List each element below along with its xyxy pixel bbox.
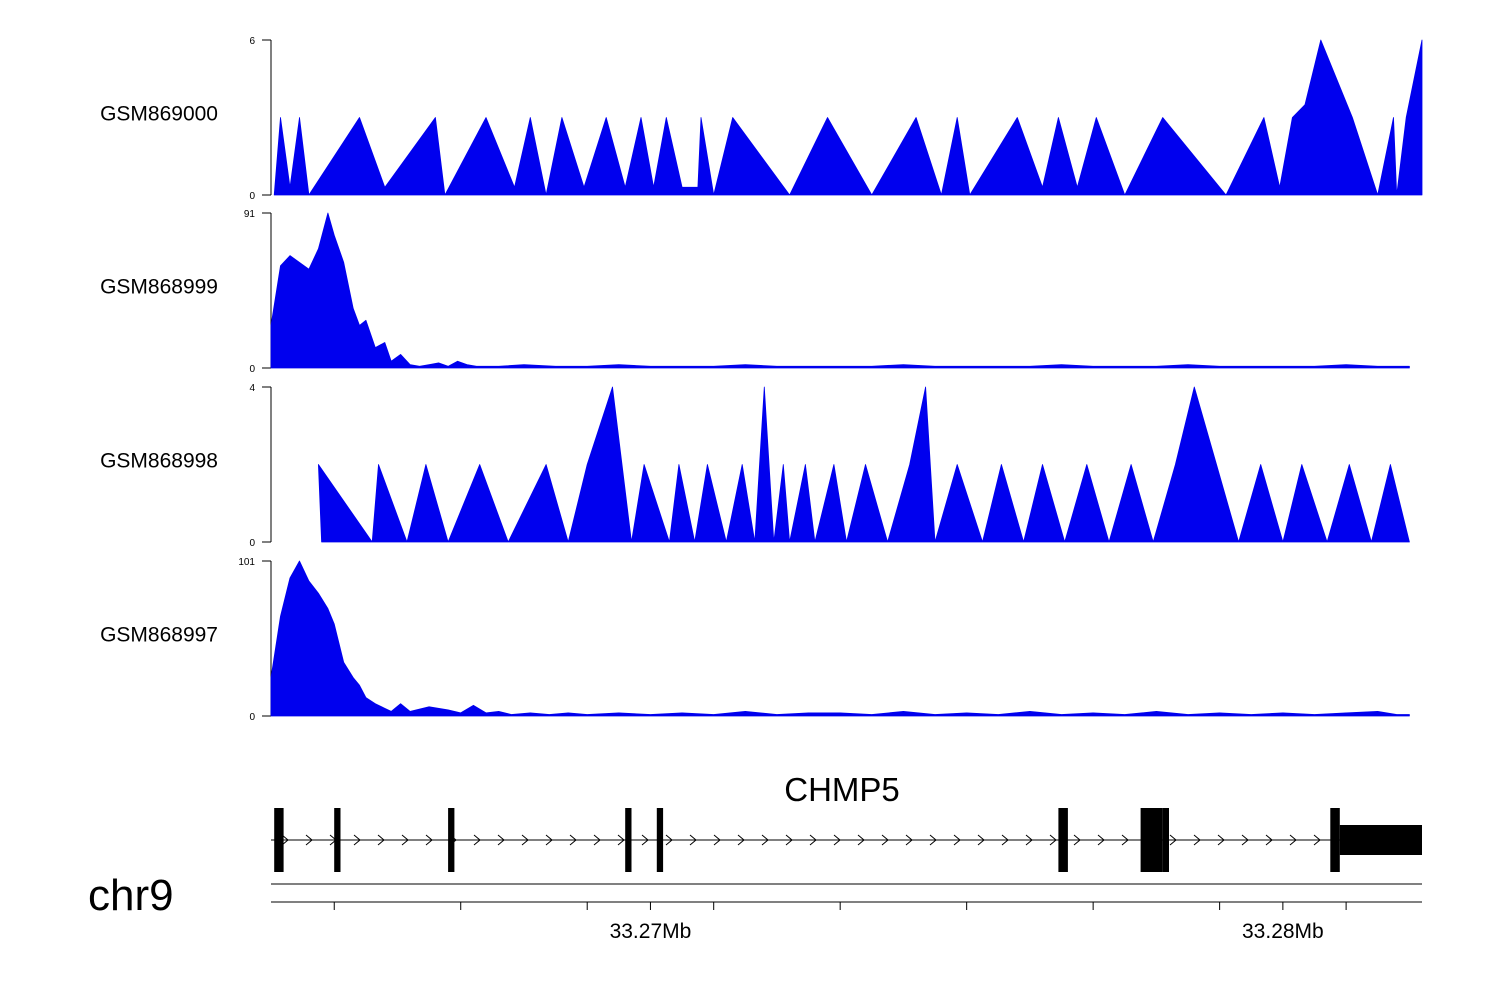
strand-arrow (497, 834, 505, 846)
chromosome-label: chr9 (88, 871, 174, 920)
strand-arrow (569, 834, 577, 846)
x-tick-label: 33.28Mb (1242, 920, 1324, 943)
strand-arrow (353, 834, 361, 846)
strand-arrow (953, 834, 961, 846)
strand-arrow (521, 834, 529, 846)
x-tick-label: 33.27Mb (610, 920, 692, 943)
exon (1339, 825, 1422, 855)
strand-arrow (1289, 834, 1297, 846)
strand-arrow (425, 834, 433, 846)
coverage-tracks: GSM86900060GSM868999910GSM86899840GSM868… (100, 36, 1423, 723)
y-tick-label-min: 0 (249, 712, 255, 723)
track-GSM868999: GSM868999 91 0 (100, 209, 1410, 375)
exon (448, 808, 455, 872)
strand-arrow (977, 834, 985, 846)
exon (1162, 808, 1169, 872)
y-tick-label-min: 0 (249, 364, 255, 375)
coverage-area (273, 39, 1423, 196)
strand-arrow (785, 834, 793, 846)
strand-arrow (473, 834, 481, 846)
exon (656, 808, 664, 872)
strand-arrow (281, 834, 289, 846)
strand-arrow (1025, 834, 1033, 846)
exon (1330, 808, 1340, 872)
gene-model-track: CHMP5 (271, 771, 1422, 872)
strand-arrow (713, 834, 721, 846)
strand-arrow (1241, 834, 1249, 846)
track-label: GSM868999 (100, 276, 218, 299)
track-label: GSM868998 (100, 450, 218, 473)
y-tick-label-max: 91 (244, 209, 256, 220)
track-label: GSM869000 (100, 103, 218, 126)
strand-arrow (1097, 834, 1105, 846)
strand-arrow (1169, 834, 1177, 846)
strand-arrow (1193, 834, 1201, 846)
strand-arrow (593, 834, 601, 846)
strand-arrow (929, 834, 937, 846)
strand-arrow (1001, 834, 1009, 846)
y-tick-label-max: 101 (238, 557, 255, 568)
exon (625, 808, 632, 872)
strand-arrow (881, 834, 889, 846)
gene-name: CHMP5 (784, 771, 900, 808)
strand-arrow (857, 834, 865, 846)
strand-arrow (641, 834, 649, 846)
y-tick-label-min: 0 (249, 191, 255, 202)
strand-arrow (545, 834, 553, 846)
strand-arrow (737, 834, 745, 846)
y-tick-label-min: 0 (249, 538, 255, 549)
strand-arrow (761, 834, 769, 846)
genome-axis: chr9 33.27Mb 33.28Mb (88, 871, 1422, 943)
track-label: GSM868997 (100, 624, 218, 647)
strand-arrow (1121, 834, 1129, 846)
strand-arrow (809, 834, 817, 846)
strand-arrow (1073, 834, 1081, 846)
strand-arrow (665, 834, 673, 846)
strand-arrow (1217, 834, 1225, 846)
strand-arrow (1265, 834, 1273, 846)
strand-arrow (617, 834, 625, 846)
track-GSM868997: GSM868997 101 0 (100, 557, 1410, 723)
y-tick-label-max: 6 (249, 36, 255, 47)
strand-arrow (401, 834, 409, 846)
track-GSM868998: GSM868998 4 0 (100, 383, 1410, 549)
strand-arrow (1313, 834, 1321, 846)
strand-arrow (833, 834, 841, 846)
strand-arrow (377, 834, 385, 846)
exon (1140, 808, 1163, 872)
strand-arrow (305, 834, 313, 846)
y-tick-label-max: 4 (249, 383, 255, 394)
coverage-area (318, 386, 1410, 543)
strand-arrow (689, 834, 697, 846)
strand-arrow (905, 834, 913, 846)
track-GSM869000: GSM869000 6 0 (100, 36, 1423, 202)
strand-arrow (1049, 834, 1057, 846)
exon (277, 808, 284, 872)
exon (334, 808, 341, 872)
coverage-area (270, 560, 1410, 717)
coverage-area (270, 212, 1410, 369)
exon (1058, 808, 1068, 872)
